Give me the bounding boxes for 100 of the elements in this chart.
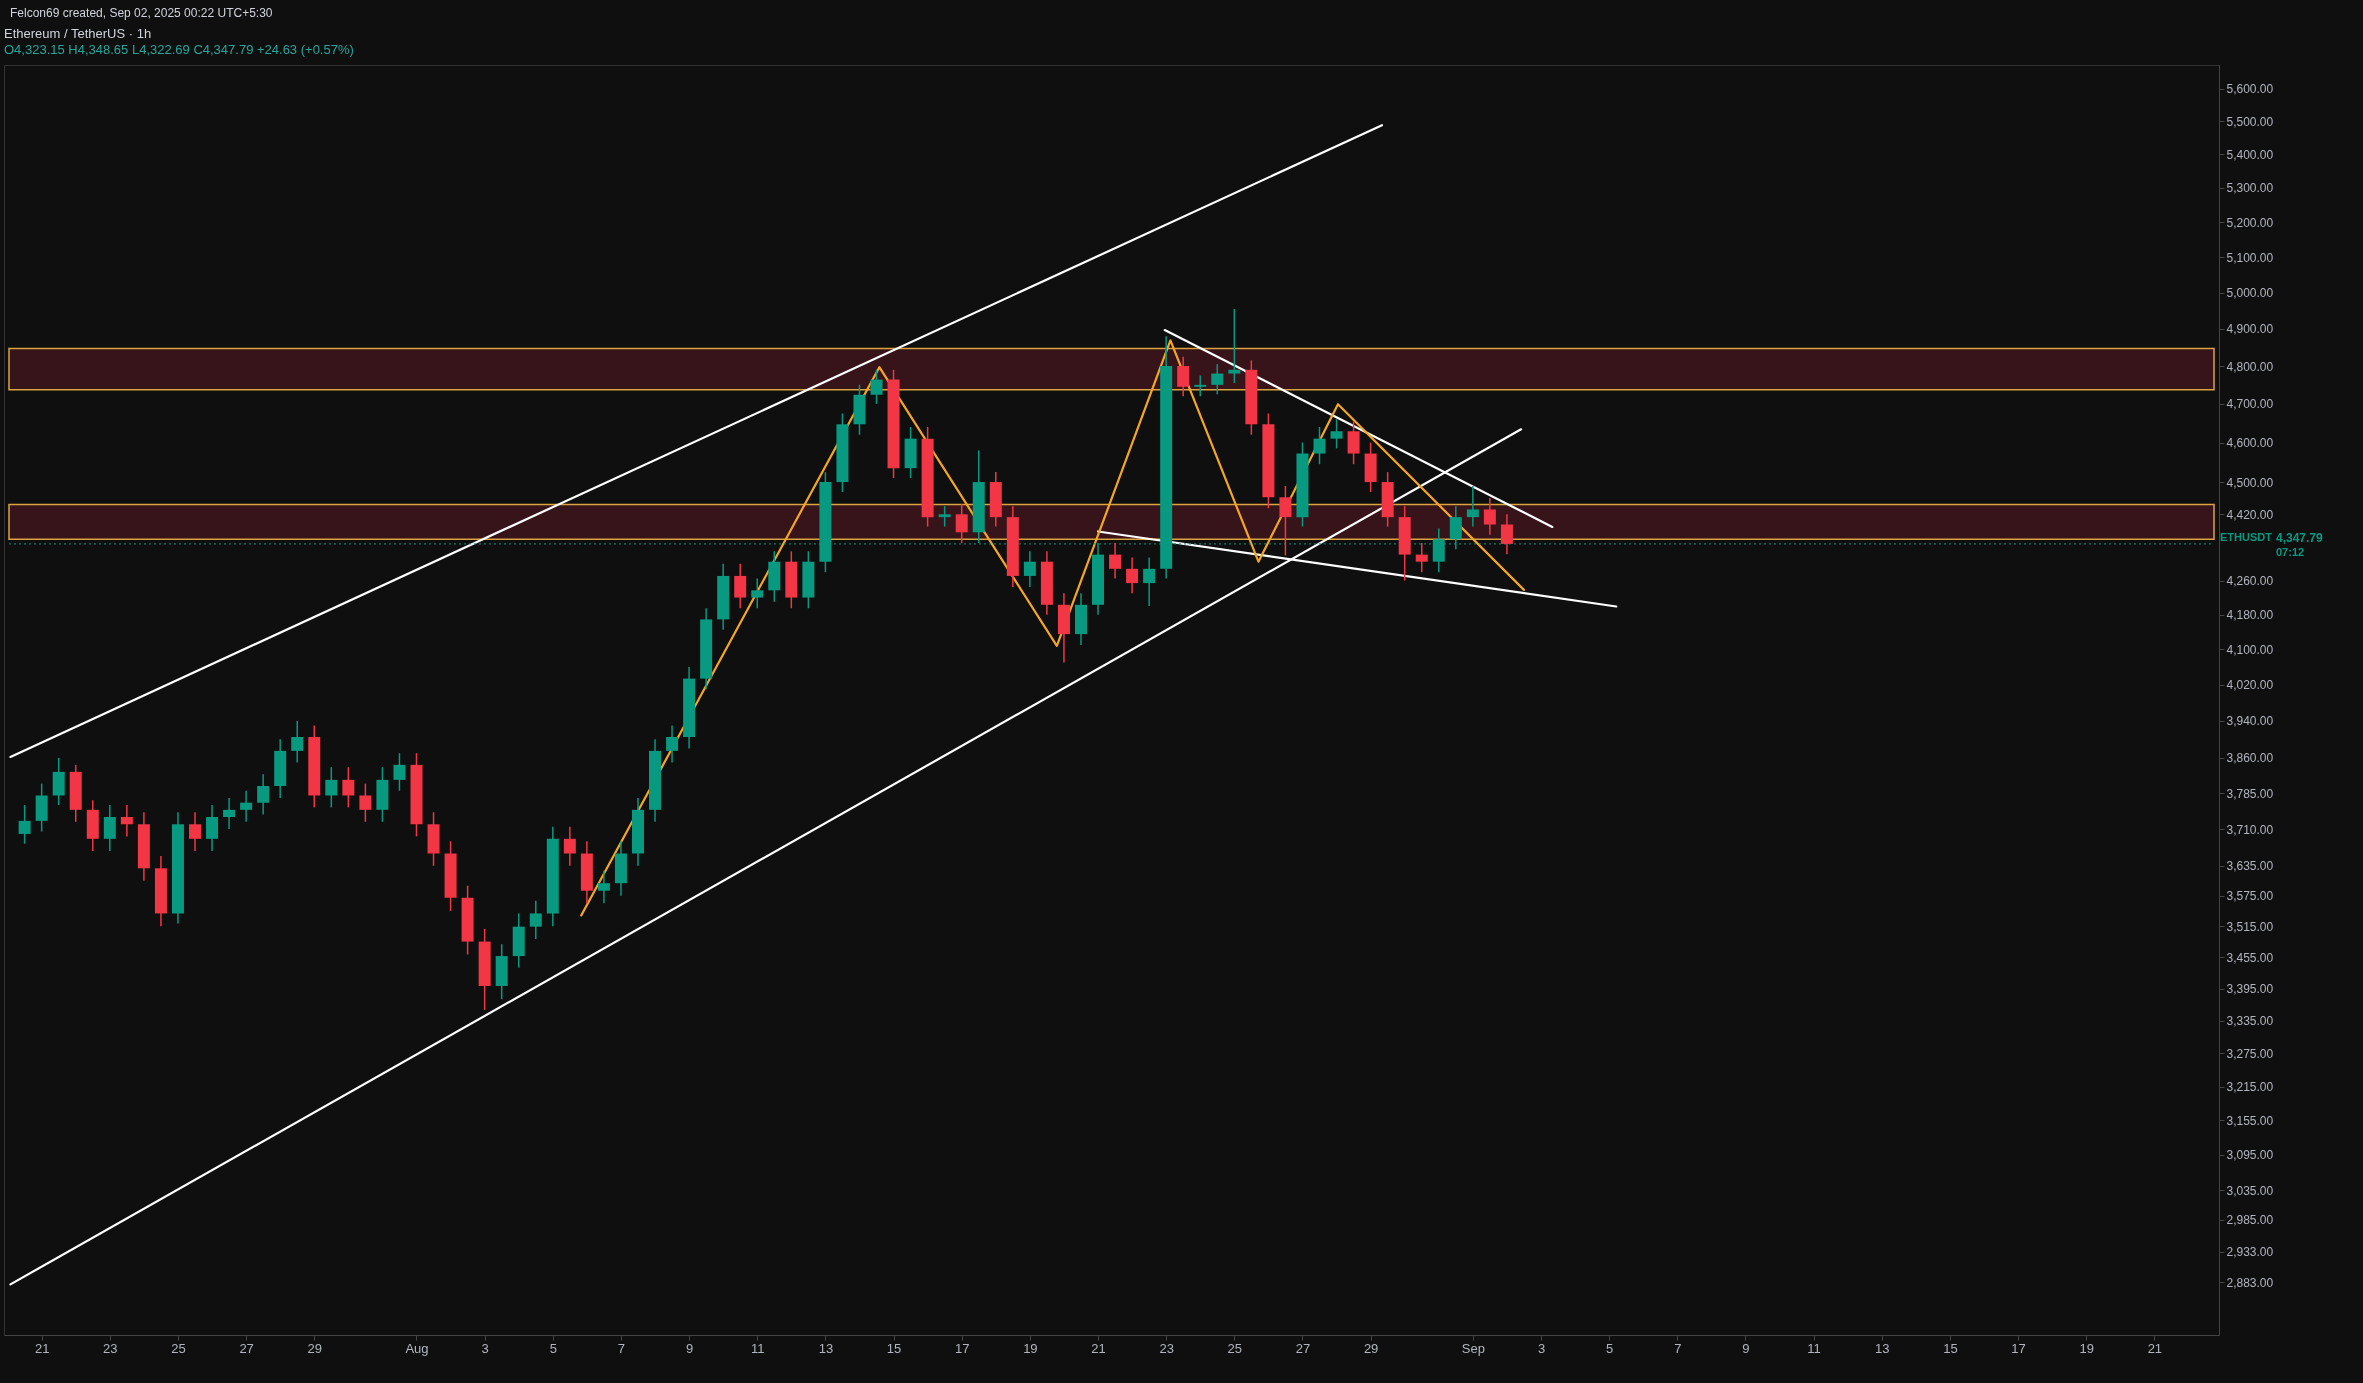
candlestick bbox=[1126, 556, 1139, 595]
y-tick-label: 5,100.00 bbox=[2226, 250, 2274, 265]
x-tick-label: 19 bbox=[2079, 1340, 2094, 1356]
candlestick bbox=[189, 811, 201, 852]
candlestick bbox=[257, 773, 270, 816]
x-tick-label: 13 bbox=[818, 1340, 834, 1356]
y-tick-label: 2,985.00 bbox=[2226, 1213, 2274, 1228]
y-tick-label: 4,180.00 bbox=[2226, 608, 2274, 623]
candlestick bbox=[120, 804, 133, 838]
candlestick bbox=[52, 757, 65, 806]
y-tick-label: 5,600.00 bbox=[2226, 82, 2274, 97]
candlestick bbox=[1313, 426, 1326, 465]
y-tick-label: 2,883.00 bbox=[2226, 1275, 2274, 1290]
candlestick bbox=[1109, 542, 1122, 580]
x-tick-label: Aug bbox=[405, 1340, 429, 1356]
candlestick bbox=[870, 369, 883, 405]
candlestick bbox=[223, 797, 236, 830]
candlestick bbox=[103, 804, 116, 852]
text: ETHUSDT bbox=[2220, 530, 2273, 543]
x-tick-label: 25 bbox=[1227, 1340, 1243, 1356]
candlestick bbox=[393, 752, 406, 792]
text: Felcon69 created, Sep 02, 2025 00:22 UTC+5:30 bbox=[9, 5, 274, 22]
candlestick bbox=[1500, 513, 1513, 556]
y-tick-label: 4,800.00 bbox=[2226, 359, 2274, 374]
x-tick-label: 27 bbox=[239, 1340, 254, 1356]
line-series bbox=[580, 339, 1526, 917]
candlestick bbox=[1466, 485, 1479, 528]
y-tick-label: 3,335.00 bbox=[2226, 1014, 2274, 1029]
x-tick-label: 3 bbox=[1537, 1340, 1546, 1356]
candlestick bbox=[597, 870, 610, 905]
candlestick bbox=[529, 900, 542, 940]
y-tick-label: 3,635.00 bbox=[2226, 859, 2274, 874]
y-tick-label: 3,575.00 bbox=[2226, 889, 2274, 904]
y-tick-label: 3,155.00 bbox=[2226, 1113, 2274, 1128]
x-tick-label: 15 bbox=[1943, 1340, 1958, 1356]
candlestick bbox=[240, 790, 253, 823]
x-tick-label: 19 bbox=[1023, 1340, 1038, 1356]
x-tick-label: 7 bbox=[1674, 1340, 1682, 1356]
y-tick-label: 5,300.00 bbox=[2226, 181, 2274, 196]
x-tick-label: 21 bbox=[2147, 1340, 2163, 1356]
candlestick bbox=[18, 804, 31, 845]
y-tick-label: 3,940.00 bbox=[2226, 714, 2274, 729]
candlestick bbox=[1177, 355, 1190, 397]
candlestick bbox=[666, 724, 679, 764]
y-tick-label: 4,100.00 bbox=[2226, 642, 2274, 657]
x-tick-label: 5 bbox=[1606, 1340, 1614, 1356]
x-tick-label: 27 bbox=[1295, 1340, 1311, 1356]
x-tick-label: 21 bbox=[34, 1340, 50, 1356]
x-tick-label: 23 bbox=[103, 1340, 118, 1356]
x-tick-label: 11 bbox=[1807, 1340, 1821, 1356]
candlestick bbox=[359, 782, 372, 823]
x-tick-label: 23 bbox=[1159, 1340, 1174, 1356]
y-tick-label: 3,860.00 bbox=[2226, 751, 2274, 766]
x-tick-label: 21 bbox=[1091, 1340, 1106, 1356]
y-tick-label: 3,785.00 bbox=[2226, 786, 2274, 801]
candlestick bbox=[325, 766, 338, 809]
x-tick-label: 9 bbox=[685, 1340, 694, 1356]
x-tick-label: Sep bbox=[1461, 1340, 1485, 1356]
chart-title: Ethereum / TetherUS · 1h bbox=[4, 26, 152, 41]
candlestick bbox=[938, 505, 951, 528]
y-tick-label: 4,600.00 bbox=[2226, 436, 2274, 451]
x-tick-label: 3 bbox=[481, 1340, 489, 1356]
candlestick bbox=[1194, 374, 1207, 397]
y-tick-label: 4,900.00 bbox=[2226, 322, 2274, 337]
y-tick-label: 4,500.00 bbox=[2226, 475, 2274, 490]
y-tick-label: 3,710.00 bbox=[2226, 822, 2274, 837]
y-tick-label: 5,000.00 bbox=[2226, 286, 2274, 301]
candlestick bbox=[1211, 363, 1224, 396]
x-tick-label: 29 bbox=[307, 1340, 322, 1356]
y-tick-label: 4,700.00 bbox=[2226, 397, 2274, 412]
ref-line-label: 4,347.79 bbox=[2276, 530, 2324, 545]
candlestick bbox=[751, 577, 764, 609]
y-tick-label: 4,420.00 bbox=[2226, 507, 2274, 522]
x-tick-label: 13 bbox=[1875, 1340, 1890, 1356]
y-tick-label: 3,095.00 bbox=[2226, 1148, 2274, 1163]
candlestick bbox=[342, 766, 355, 809]
candlestick bbox=[291, 720, 304, 764]
candlestick bbox=[563, 825, 576, 867]
candlestick bbox=[1279, 485, 1292, 557]
x-tick-label: 25 bbox=[171, 1340, 186, 1356]
y-tick-label: 4,020.00 bbox=[2226, 678, 2274, 693]
candlestick bbox=[1415, 542, 1428, 573]
candlestick bbox=[1228, 308, 1241, 384]
candlestick bbox=[1143, 556, 1156, 607]
x-tick-label: 9 bbox=[1742, 1340, 1750, 1356]
x-tick-label: 17 bbox=[2011, 1340, 2026, 1356]
y-tick-label: 3,515.00 bbox=[2226, 919, 2274, 934]
candlestick bbox=[734, 563, 747, 609]
candlestick bbox=[1023, 550, 1036, 588]
y-tick-label: 5,400.00 bbox=[2226, 147, 2274, 162]
x-tick-label: 7 bbox=[617, 1340, 626, 1356]
x-tick-label: 17 bbox=[954, 1340, 970, 1356]
x-tick-label: 5 bbox=[549, 1340, 557, 1356]
candlestick bbox=[955, 503, 968, 544]
y-tick-label: 5,200.00 bbox=[2226, 215, 2274, 230]
y-tick-label: 4,260.00 bbox=[2226, 574, 2274, 589]
x-tick-label: 11 bbox=[751, 1340, 765, 1356]
y-tick-label: 2,933.00 bbox=[2226, 1245, 2274, 1260]
candlestick bbox=[1330, 418, 1343, 450]
y-tick-label: 3,215.00 bbox=[2226, 1080, 2274, 1095]
